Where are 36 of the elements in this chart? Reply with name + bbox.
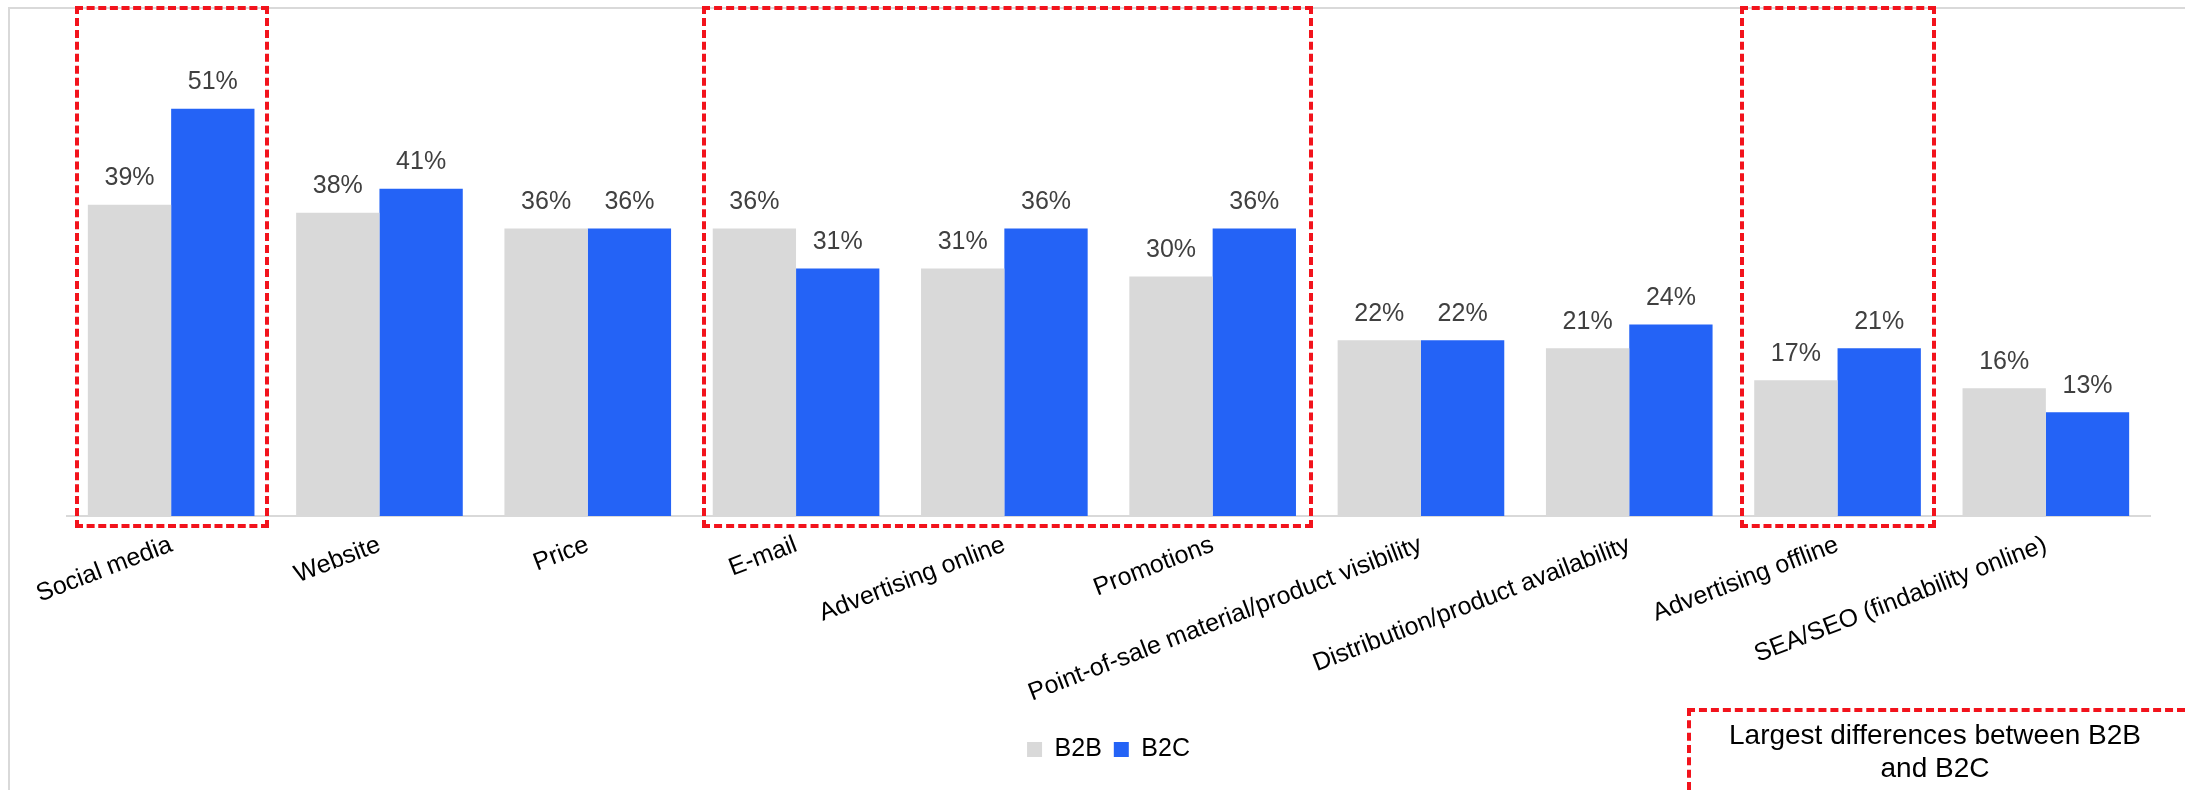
legend-label: B2C <box>1141 733 1190 762</box>
data-label: 38% <box>312 170 363 199</box>
bar <box>1420 340 1505 516</box>
bar <box>1212 228 1296 516</box>
x-tick-label: Website <box>289 528 384 588</box>
data-label: 16% <box>1979 345 2030 374</box>
data-label: 22% <box>1354 297 1405 326</box>
bar <box>1004 228 1088 516</box>
data-label: 30% <box>1145 233 1197 262</box>
data-label: 13% <box>2062 369 2113 398</box>
bar <box>796 268 880 516</box>
data-label: 31% <box>812 225 863 254</box>
data-label: 21% <box>1562 305 1613 334</box>
bar <box>1837 348 1921 516</box>
text: Largest differences between B2B and B2C <box>1728 718 2142 784</box>
data-label: 22% <box>1437 297 1488 326</box>
data-label: 36% <box>729 185 780 214</box>
data-label: 36% <box>521 185 572 214</box>
data-label: 39% <box>104 162 155 191</box>
data-label: 36% <box>1020 185 1072 214</box>
x-tick-label: E-mail <box>724 528 801 581</box>
x-tick-label: Social media <box>31 528 176 607</box>
bar <box>379 188 463 516</box>
legend-label: B2B <box>1054 733 1102 762</box>
data-label: 24% <box>1645 281 1696 310</box>
bar <box>587 228 672 516</box>
data-label: 36% <box>604 185 655 214</box>
bar <box>1629 324 1713 516</box>
data-label: 31% <box>937 225 988 254</box>
x-tick-label: Price <box>528 528 593 576</box>
data-label: 41% <box>396 146 447 175</box>
data-label: 36% <box>1229 185 1280 214</box>
data-label: 51% <box>187 66 238 95</box>
data-label: 17% <box>1770 337 1821 366</box>
bar <box>2045 412 2130 516</box>
data-label: 21% <box>1854 305 1905 334</box>
